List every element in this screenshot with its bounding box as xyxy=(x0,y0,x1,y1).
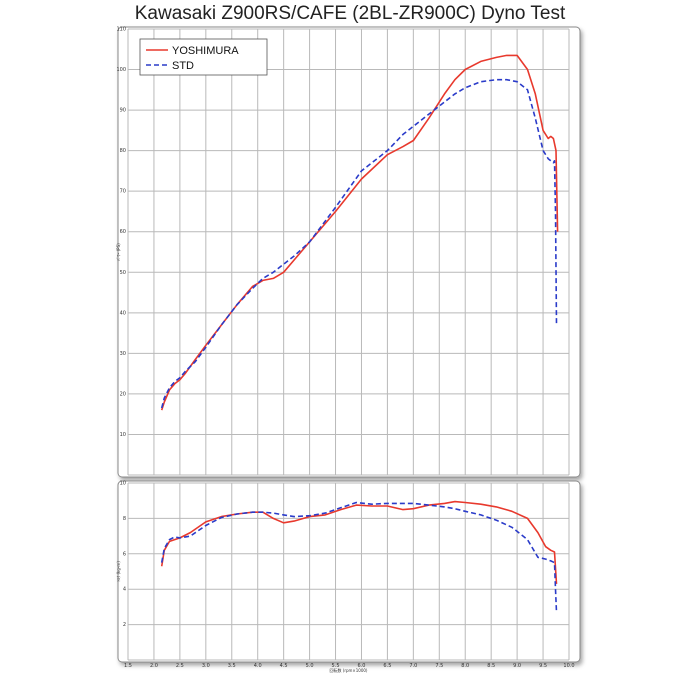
y-tick-label: 30 xyxy=(120,351,126,357)
x-tick-label: 7.0 xyxy=(409,663,417,669)
x-tick-label: 8.0 xyxy=(461,663,469,669)
power-series-std xyxy=(160,78,558,409)
torque-series-std xyxy=(160,501,558,613)
x-tick-label: 6.0 xyxy=(357,663,365,669)
panel-frame xyxy=(117,480,581,663)
y-tick-label: 90 xyxy=(120,108,126,114)
legend: YOSHIMURA STD xyxy=(139,38,268,76)
x-tick-label: 3.0 xyxy=(202,663,210,669)
y-axis-label: ﾄﾙｸ (kg-m) xyxy=(115,561,121,582)
y-tick-label: 20 xyxy=(120,391,126,397)
y-tick-label: 80 xyxy=(120,148,126,154)
x-tick-label: 5.0 xyxy=(306,663,314,669)
x-tick-label: 9.0 xyxy=(513,663,521,669)
x-tick-label: 1.5 xyxy=(124,663,132,669)
chart-title: Kawasaki Z900RS/CAFE (2BL-ZR900C) Dyno T… xyxy=(134,3,566,24)
y-tick-label: 50 xyxy=(120,270,126,276)
y-tick-label: 8 xyxy=(123,516,126,522)
x-tick-label: 9.5 xyxy=(539,663,547,669)
x-tick-label: 2.5 xyxy=(176,663,184,669)
x-tick-label: 3.5 xyxy=(228,663,236,669)
power-series-yoshimura xyxy=(160,54,559,411)
y-tick-label: 40 xyxy=(120,310,126,316)
legend-label-std: STD xyxy=(172,60,194,72)
panel-frame xyxy=(117,26,581,478)
x-tick-label: 2.0 xyxy=(150,663,158,669)
y-tick-label: 4 xyxy=(123,587,126,593)
y-tick-label: 110 xyxy=(116,27,126,33)
y-axis-label: ﾊﾟﾜｰ (PS) xyxy=(115,243,121,261)
y-tick-label: 10 xyxy=(120,432,126,438)
y-tick-label: 60 xyxy=(120,229,126,235)
x-tick-label: 10.0 xyxy=(563,663,574,669)
x-tick-label: 4.0 xyxy=(254,663,262,669)
legend-label-yoshimura: YOSHIMURA xyxy=(172,45,239,57)
y-tick-label: 10 xyxy=(120,481,126,487)
y-tick-label: 70 xyxy=(120,189,126,195)
torque-series-yoshimura xyxy=(160,500,558,584)
x-tick-label: 8.5 xyxy=(487,663,495,669)
y-tick-label: 100 xyxy=(116,67,126,73)
x-tick-label: 4.5 xyxy=(280,663,288,669)
x-axis-label: 回転数 (rpm×1000) xyxy=(329,667,367,673)
y-tick-label: 6 xyxy=(123,551,126,557)
y-tick-label: 2 xyxy=(123,622,126,628)
x-tick-label: 5.5 xyxy=(332,663,340,669)
power-chart-panel: 10 20 30 40 50 60 70 80 90 100 110 ﾊﾟﾜｰ (PS) xyxy=(115,26,581,478)
x-tick-label: 6.5 xyxy=(383,663,391,669)
legend-box xyxy=(139,38,268,76)
x-tick-label: 7.5 xyxy=(435,663,443,669)
torque-chart-panel: 2 4 6 8 10 ﾄﾙｸ (kg-m) 1.5 2.0 2.5 3.0 3.5 4.0 4.5 5.0… xyxy=(115,480,581,673)
